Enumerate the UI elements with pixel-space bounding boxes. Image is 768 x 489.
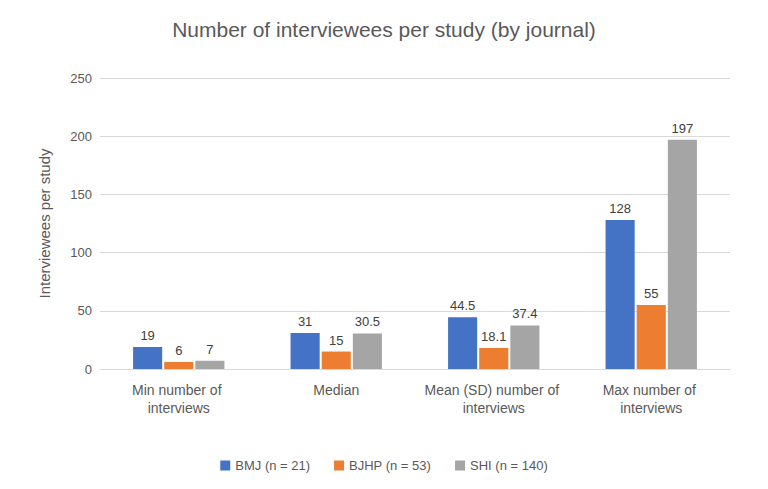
- svg-text:100: 100: [70, 245, 92, 260]
- svg-text:55: 55: [644, 286, 658, 301]
- svg-text:BMJ (n = 21): BMJ (n = 21): [235, 458, 310, 473]
- svg-text:37.4: 37.4: [512, 306, 537, 321]
- svg-text:SHI (n = 140): SHI (n = 140): [470, 458, 548, 473]
- svg-text:50: 50: [78, 303, 92, 318]
- svg-text:31: 31: [298, 314, 312, 329]
- svg-text:BJHP (n = 53): BJHP (n = 53): [349, 458, 431, 473]
- svg-text:197: 197: [672, 121, 694, 136]
- svg-text:Mean (SD) number of: Mean (SD) number of: [425, 382, 564, 398]
- svg-text:interviews: interviews: [620, 400, 682, 416]
- svg-text:0: 0: [85, 362, 92, 377]
- svg-text:Min number of: Min number of: [132, 382, 225, 398]
- svg-text:44.5: 44.5: [450, 298, 475, 313]
- svg-text:30.5: 30.5: [355, 314, 380, 329]
- svg-text:Number of interviewees per stu: Number of interviewees per study (by jou…: [172, 18, 596, 41]
- svg-text:19: 19: [140, 328, 154, 343]
- svg-text:128: 128: [609, 201, 631, 216]
- svg-text:6: 6: [175, 343, 182, 358]
- svg-text:250: 250: [70, 71, 92, 86]
- svg-text:15: 15: [329, 333, 343, 348]
- svg-text:18.1: 18.1: [481, 329, 506, 344]
- svg-text:interviews: interviews: [463, 400, 525, 416]
- svg-text:150: 150: [70, 187, 92, 202]
- svg-text:7: 7: [206, 342, 213, 357]
- svg-text:200: 200: [70, 129, 92, 144]
- svg-text:Median: Median: [313, 382, 359, 398]
- svg-text:interviews: interviews: [148, 400, 210, 416]
- svg-text:Max number of: Max number of: [603, 382, 700, 398]
- svg-text:Interviewees per study: Interviewees per study: [36, 148, 53, 299]
